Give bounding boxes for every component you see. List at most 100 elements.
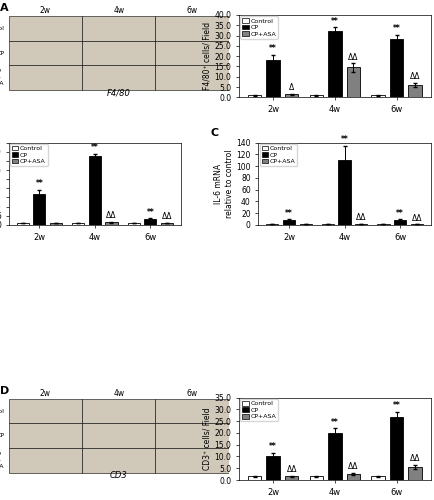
- Bar: [284, 94, 298, 98]
- Bar: [282, 220, 294, 225]
- Text: CP: CP: [0, 434, 4, 438]
- Bar: [9, 424, 82, 448]
- Bar: [9, 41, 82, 66]
- Bar: [266, 456, 279, 480]
- Bar: [389, 416, 402, 480]
- Legend: Control, CP, CP+ASA: Control, CP, CP+ASA: [10, 144, 47, 166]
- Bar: [9, 66, 82, 90]
- Text: CP
+
ASA: CP + ASA: [0, 70, 4, 86]
- Text: **: **: [392, 24, 400, 33]
- Bar: [284, 476, 298, 480]
- Bar: [371, 476, 384, 480]
- Bar: [50, 223, 62, 225]
- Text: ΔΔ: ΔΔ: [286, 465, 296, 474]
- Bar: [155, 448, 228, 472]
- Bar: [266, 224, 278, 225]
- Bar: [33, 194, 45, 225]
- Bar: [155, 41, 228, 66]
- Text: D: D: [0, 386, 9, 396]
- Text: ΔΔ: ΔΔ: [347, 52, 358, 62]
- Bar: [161, 223, 173, 225]
- Y-axis label: CD3⁺ cells/ Field: CD3⁺ cells/ Field: [202, 408, 211, 470]
- Bar: [155, 399, 228, 423]
- Text: **: **: [269, 44, 276, 54]
- Bar: [389, 38, 402, 98]
- Bar: [82, 424, 155, 448]
- Text: CD3: CD3: [110, 471, 127, 480]
- Bar: [155, 66, 228, 90]
- Text: 4w: 4w: [113, 389, 124, 398]
- Text: Δ: Δ: [289, 83, 294, 92]
- Bar: [321, 224, 333, 225]
- Bar: [89, 156, 101, 225]
- Bar: [338, 160, 350, 225]
- Bar: [309, 95, 322, 98]
- Bar: [82, 16, 155, 41]
- Text: ΔΔ: ΔΔ: [411, 214, 421, 222]
- Bar: [247, 95, 261, 98]
- Text: 4w: 4w: [113, 6, 124, 16]
- Text: **: **: [392, 401, 400, 410]
- Bar: [9, 16, 82, 41]
- Text: **: **: [284, 208, 292, 218]
- Bar: [299, 224, 311, 225]
- Bar: [9, 448, 82, 472]
- Text: CP: CP: [0, 50, 4, 56]
- Bar: [309, 476, 322, 480]
- Bar: [354, 224, 366, 225]
- Text: ΔΔ: ΔΔ: [355, 214, 365, 222]
- Text: ΔΔ: ΔΔ: [347, 462, 358, 471]
- Text: F4/80: F4/80: [107, 88, 131, 98]
- Text: A: A: [0, 4, 9, 14]
- Text: Control: Control: [0, 408, 4, 414]
- Text: ΔΔ: ΔΔ: [409, 454, 419, 463]
- Bar: [376, 224, 388, 225]
- Text: **: **: [269, 442, 276, 452]
- Bar: [82, 448, 155, 472]
- Text: **: **: [330, 418, 338, 426]
- Text: CP
+
ASA: CP + ASA: [0, 452, 4, 468]
- Bar: [346, 474, 359, 480]
- Y-axis label: F4/80⁺ cells/ Field: F4/80⁺ cells/ Field: [202, 22, 211, 90]
- Text: Control: Control: [0, 26, 4, 31]
- Text: 2w: 2w: [40, 389, 51, 398]
- Text: **: **: [91, 143, 99, 152]
- Text: ΔΔ: ΔΔ: [409, 72, 419, 82]
- Text: C: C: [210, 128, 218, 138]
- Bar: [9, 399, 82, 423]
- Y-axis label: IL-6 mRNA
relative to control: IL-6 mRNA relative to control: [214, 150, 233, 218]
- Text: 6w: 6w: [186, 389, 197, 398]
- Text: **: **: [330, 16, 338, 26]
- Bar: [105, 222, 117, 225]
- Text: **: **: [35, 180, 43, 188]
- Text: **: **: [146, 208, 154, 217]
- Legend: Control, CP, CP+ASA: Control, CP, CP+ASA: [240, 399, 277, 421]
- Bar: [82, 66, 155, 90]
- Bar: [327, 32, 341, 98]
- Text: 6w: 6w: [186, 6, 197, 16]
- Bar: [393, 220, 405, 225]
- Bar: [155, 16, 228, 41]
- Legend: Control, CP, CP+ASA: Control, CP, CP+ASA: [259, 144, 296, 166]
- Bar: [155, 424, 228, 448]
- Bar: [72, 223, 84, 225]
- Bar: [346, 68, 359, 98]
- Text: ΔΔ: ΔΔ: [161, 212, 172, 221]
- Text: 2w: 2w: [40, 6, 51, 16]
- Legend: Control, CP, CP+ASA: Control, CP, CP+ASA: [240, 16, 277, 38]
- Bar: [408, 467, 421, 480]
- Text: **: **: [395, 208, 403, 218]
- Bar: [327, 433, 341, 480]
- Bar: [371, 95, 384, 98]
- Bar: [144, 220, 156, 225]
- Bar: [127, 223, 139, 225]
- Bar: [408, 85, 421, 98]
- Bar: [247, 476, 261, 480]
- Bar: [82, 41, 155, 66]
- Bar: [266, 60, 279, 98]
- Bar: [16, 223, 29, 225]
- Bar: [82, 399, 155, 423]
- Bar: [410, 224, 422, 225]
- Text: **: **: [340, 135, 348, 144]
- Text: ΔΔ: ΔΔ: [106, 211, 116, 220]
